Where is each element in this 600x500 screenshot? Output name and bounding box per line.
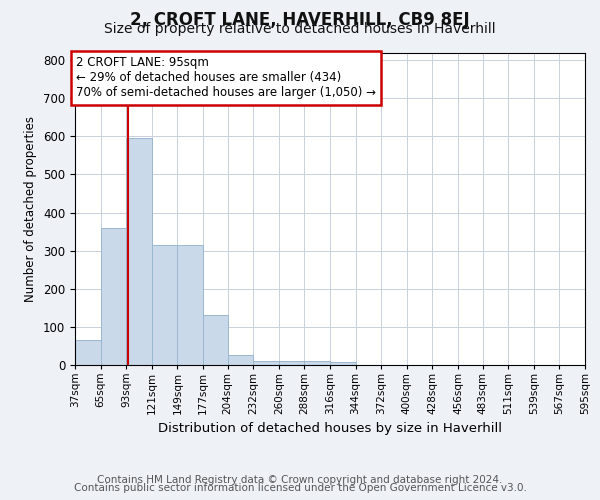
Text: Contains public sector information licensed under the Open Government Licence v3: Contains public sector information licen… [74,483,526,493]
Bar [126,138,152,365]
Bar [304,361,330,365]
Bar [152,245,178,365]
X-axis label: Distribution of detached houses by size in Haverhill: Distribution of detached houses by size … [158,422,502,436]
Text: 2, CROFT LANE, HAVERHILL, CB9 8EJ: 2, CROFT LANE, HAVERHILL, CB9 8EJ [130,11,470,29]
Bar [75,340,101,365]
Text: Contains HM Land Registry data © Crown copyright and database right 2024.: Contains HM Land Registry data © Crown c… [97,475,503,485]
Bar [178,245,203,365]
Bar [330,362,356,365]
Bar [203,316,227,365]
Text: Size of property relative to detached houses in Haverhill: Size of property relative to detached ho… [104,22,496,36]
Text: 2 CROFT LANE: 95sqm
← 29% of detached houses are smaller (434)
70% of semi-detac: 2 CROFT LANE: 95sqm ← 29% of detached ho… [76,56,376,100]
Bar [101,228,126,365]
Y-axis label: Number of detached properties: Number of detached properties [25,116,37,302]
Bar [253,361,279,365]
Bar [279,361,304,365]
Bar [227,354,253,365]
